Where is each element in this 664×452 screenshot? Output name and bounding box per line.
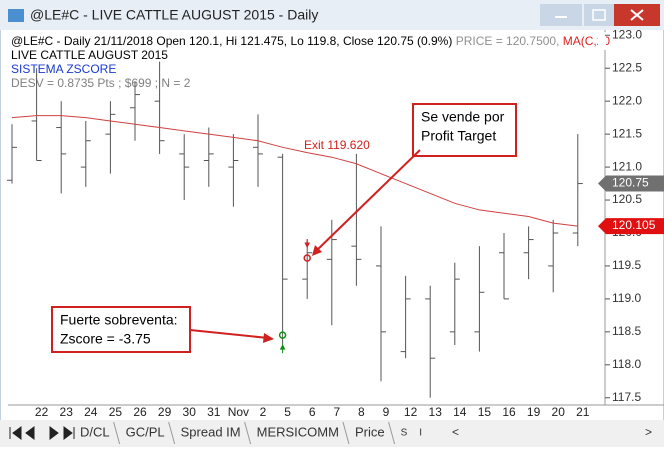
header-price: PRICE = 120.7500, (456, 34, 563, 48)
header-line2: LIVE CATTLE AUGUST 2015 (11, 48, 168, 62)
x-tick-label: 20 (552, 405, 566, 419)
signal-arrow (279, 344, 286, 354)
x-tick-label: 16 (502, 405, 516, 419)
x-tick-label: 31 (207, 405, 221, 419)
annotation-text: Fuerte sobreventa: (60, 312, 178, 328)
tab-scroll-left[interactable]: < (452, 425, 459, 439)
x-tick-label: 22 (35, 405, 49, 419)
tab-bar (0, 420, 664, 447)
y-tick-label: 119.5 (612, 258, 641, 272)
annotation-arrow (189, 329, 269, 339)
annotation-text: Zscore = -3.75 (60, 331, 151, 347)
minimize-button[interactable] (540, 4, 582, 26)
window-title: @LE#C - LIVE CATTLE AUGUST 2015 - Daily (30, 7, 318, 23)
x-tick-label: 5 (284, 405, 291, 419)
x-tick-label: 21 (576, 405, 590, 419)
x-tick-label: 2 (260, 405, 267, 419)
x-tick-label: 30 (183, 405, 197, 419)
y-tick-label: 117.5 (612, 390, 641, 404)
annotation-box (412, 103, 517, 157)
annotation-text: Profit Target (421, 128, 496, 144)
header-line1: @LE#C - Daily 21/11/2018 Open 120.1, Hi … (11, 34, 610, 48)
x-tick-label: 26 (133, 405, 147, 419)
tab-scroll-right[interactable]: > (645, 425, 652, 439)
maximize-button[interactable] (584, 4, 614, 26)
signal-marker (303, 254, 311, 262)
tab-separator (342, 421, 350, 445)
tab-separator (244, 421, 252, 445)
x-tick-label: 9 (383, 405, 390, 419)
x-tick-label: 23 (60, 405, 74, 419)
tab-nav-arrows[interactable] (9, 426, 75, 440)
tab[interactable]: Spread IM (181, 424, 241, 439)
x-tick-label: 7 (333, 405, 340, 419)
tab-separator (388, 421, 396, 445)
x-tick-label: 15 (478, 405, 492, 419)
price-marker (598, 218, 664, 235)
tab[interactable]: I (419, 428, 422, 439)
x-tick-label: 8 (358, 405, 365, 419)
price-marker-label: 120.75 (612, 176, 649, 190)
header-line4: DESV = 0.8735 Pts ; $699 ; N = 2 (11, 76, 191, 90)
signal-arrow (304, 239, 311, 249)
x-tick-label: 13 (429, 405, 443, 419)
close-icon (630, 9, 644, 21)
exit-label: Exit 119.620 (304, 138, 370, 152)
tab[interactable]: Price (355, 424, 385, 439)
annotation-arrowhead (312, 245, 322, 256)
y-tick-label: 122.5 (612, 60, 642, 74)
x-tick-label: 24 (84, 405, 98, 419)
tab-separator (113, 421, 121, 445)
y-tick-label: 118.0 (612, 357, 641, 371)
x-tick-label: 12 (404, 405, 418, 419)
annotation-box (51, 306, 191, 353)
price-marker (598, 175, 664, 192)
signal-marker (278, 331, 287, 339)
x-tick-label: 14 (453, 405, 467, 419)
tab[interactable]: GC/PL (126, 424, 165, 439)
y-tick-label: 121.5 (612, 126, 642, 140)
x-tick-label: 19 (527, 405, 541, 419)
moving-average (11, 115, 578, 227)
x-tick-label: 25 (109, 405, 123, 419)
y-tick-label: 120.5 (612, 192, 642, 206)
header-clip (598, 32, 606, 50)
x-tick-label: 6 (309, 405, 316, 419)
header-line3: SISTEMA ZSCORE (11, 62, 116, 76)
tab-separator (168, 421, 176, 445)
y-tick-label: 123.0 (612, 27, 642, 41)
app-icon (8, 9, 24, 22)
header-quote: @LE#C - Daily 21/11/2018 Open 120.1, Hi … (11, 34, 456, 48)
price-marker-label: 120.105 (612, 218, 656, 232)
x-tick-label: Nov (228, 405, 249, 419)
maximize-icon (592, 9, 606, 21)
y-tick-label: 119.0 (612, 291, 641, 305)
y-tick-label: 122.0 (612, 93, 642, 107)
tab[interactable]: S (401, 428, 408, 439)
y-tick-label: 118.5 (612, 324, 641, 338)
annotation-text: Se vende por (421, 109, 505, 125)
annotation-arrowhead (263, 333, 274, 343)
y-tick-label: 121.0 (612, 159, 642, 173)
annotation-arrow (313, 149, 421, 254)
x-tick-label: 29 (158, 405, 172, 419)
tab[interactable]: D/CL (80, 424, 110, 439)
tab[interactable]: MERSICOMM (257, 424, 339, 439)
